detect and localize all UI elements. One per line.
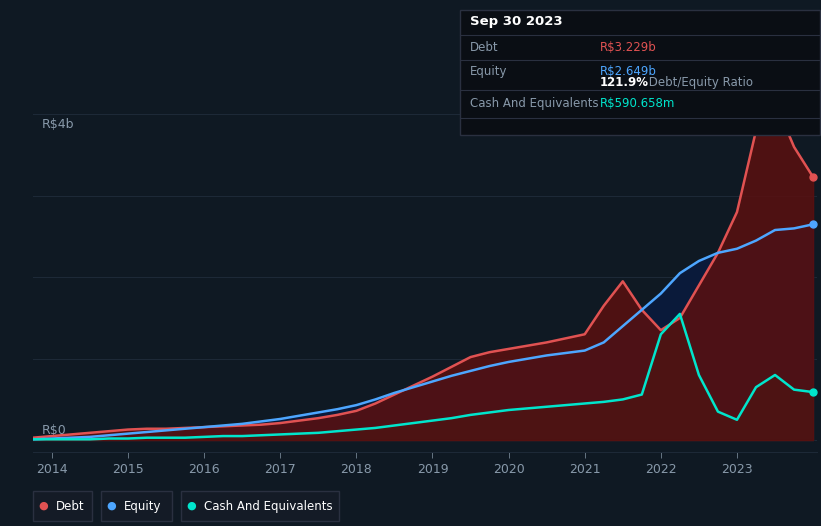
Text: Sep 30 2023: Sep 30 2023 xyxy=(470,15,562,28)
Text: Debt: Debt xyxy=(56,500,85,512)
Text: Equity: Equity xyxy=(470,65,507,78)
Text: R$590.658m: R$590.658m xyxy=(599,97,675,110)
Text: R$3.229b: R$3.229b xyxy=(599,41,656,54)
Text: Debt/Equity Ratio: Debt/Equity Ratio xyxy=(644,76,753,89)
Text: Cash And Equivalents: Cash And Equivalents xyxy=(204,500,333,512)
Text: Cash And Equivalents: Cash And Equivalents xyxy=(470,97,599,110)
Text: Debt: Debt xyxy=(470,41,498,54)
Text: ●: ● xyxy=(39,501,48,511)
Text: Equity: Equity xyxy=(124,500,161,512)
Text: 121.9%: 121.9% xyxy=(599,76,649,89)
Text: R$0: R$0 xyxy=(42,424,67,437)
Text: ●: ● xyxy=(186,501,196,511)
Text: R$4b: R$4b xyxy=(42,118,75,132)
Text: R$2.649b: R$2.649b xyxy=(599,65,657,78)
Text: ●: ● xyxy=(107,501,116,511)
